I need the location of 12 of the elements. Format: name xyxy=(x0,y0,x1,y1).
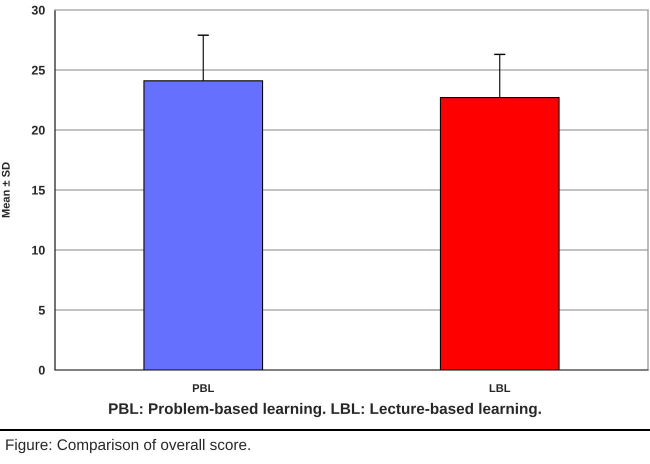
y-tick-label: 0 xyxy=(38,366,45,375)
x-tick-label: LBL xyxy=(490,384,510,392)
y-tick-label: 30 xyxy=(32,6,45,15)
y-tick-label: 15 xyxy=(32,186,45,195)
y-tick-label: 20 xyxy=(32,126,45,135)
x-tick-label: PBL xyxy=(192,384,214,392)
y-tick-label: 10 xyxy=(32,246,45,255)
y-axis-title: Mean ± SD xyxy=(2,162,10,218)
y-tick-label: 5 xyxy=(38,306,45,315)
text: PBL: Problem-based learning. LBL: Lecture-based learning. xyxy=(109,402,541,418)
y-tick-label: 25 xyxy=(32,66,45,75)
text: Figure: Comparison of overall score. xyxy=(6,438,250,454)
